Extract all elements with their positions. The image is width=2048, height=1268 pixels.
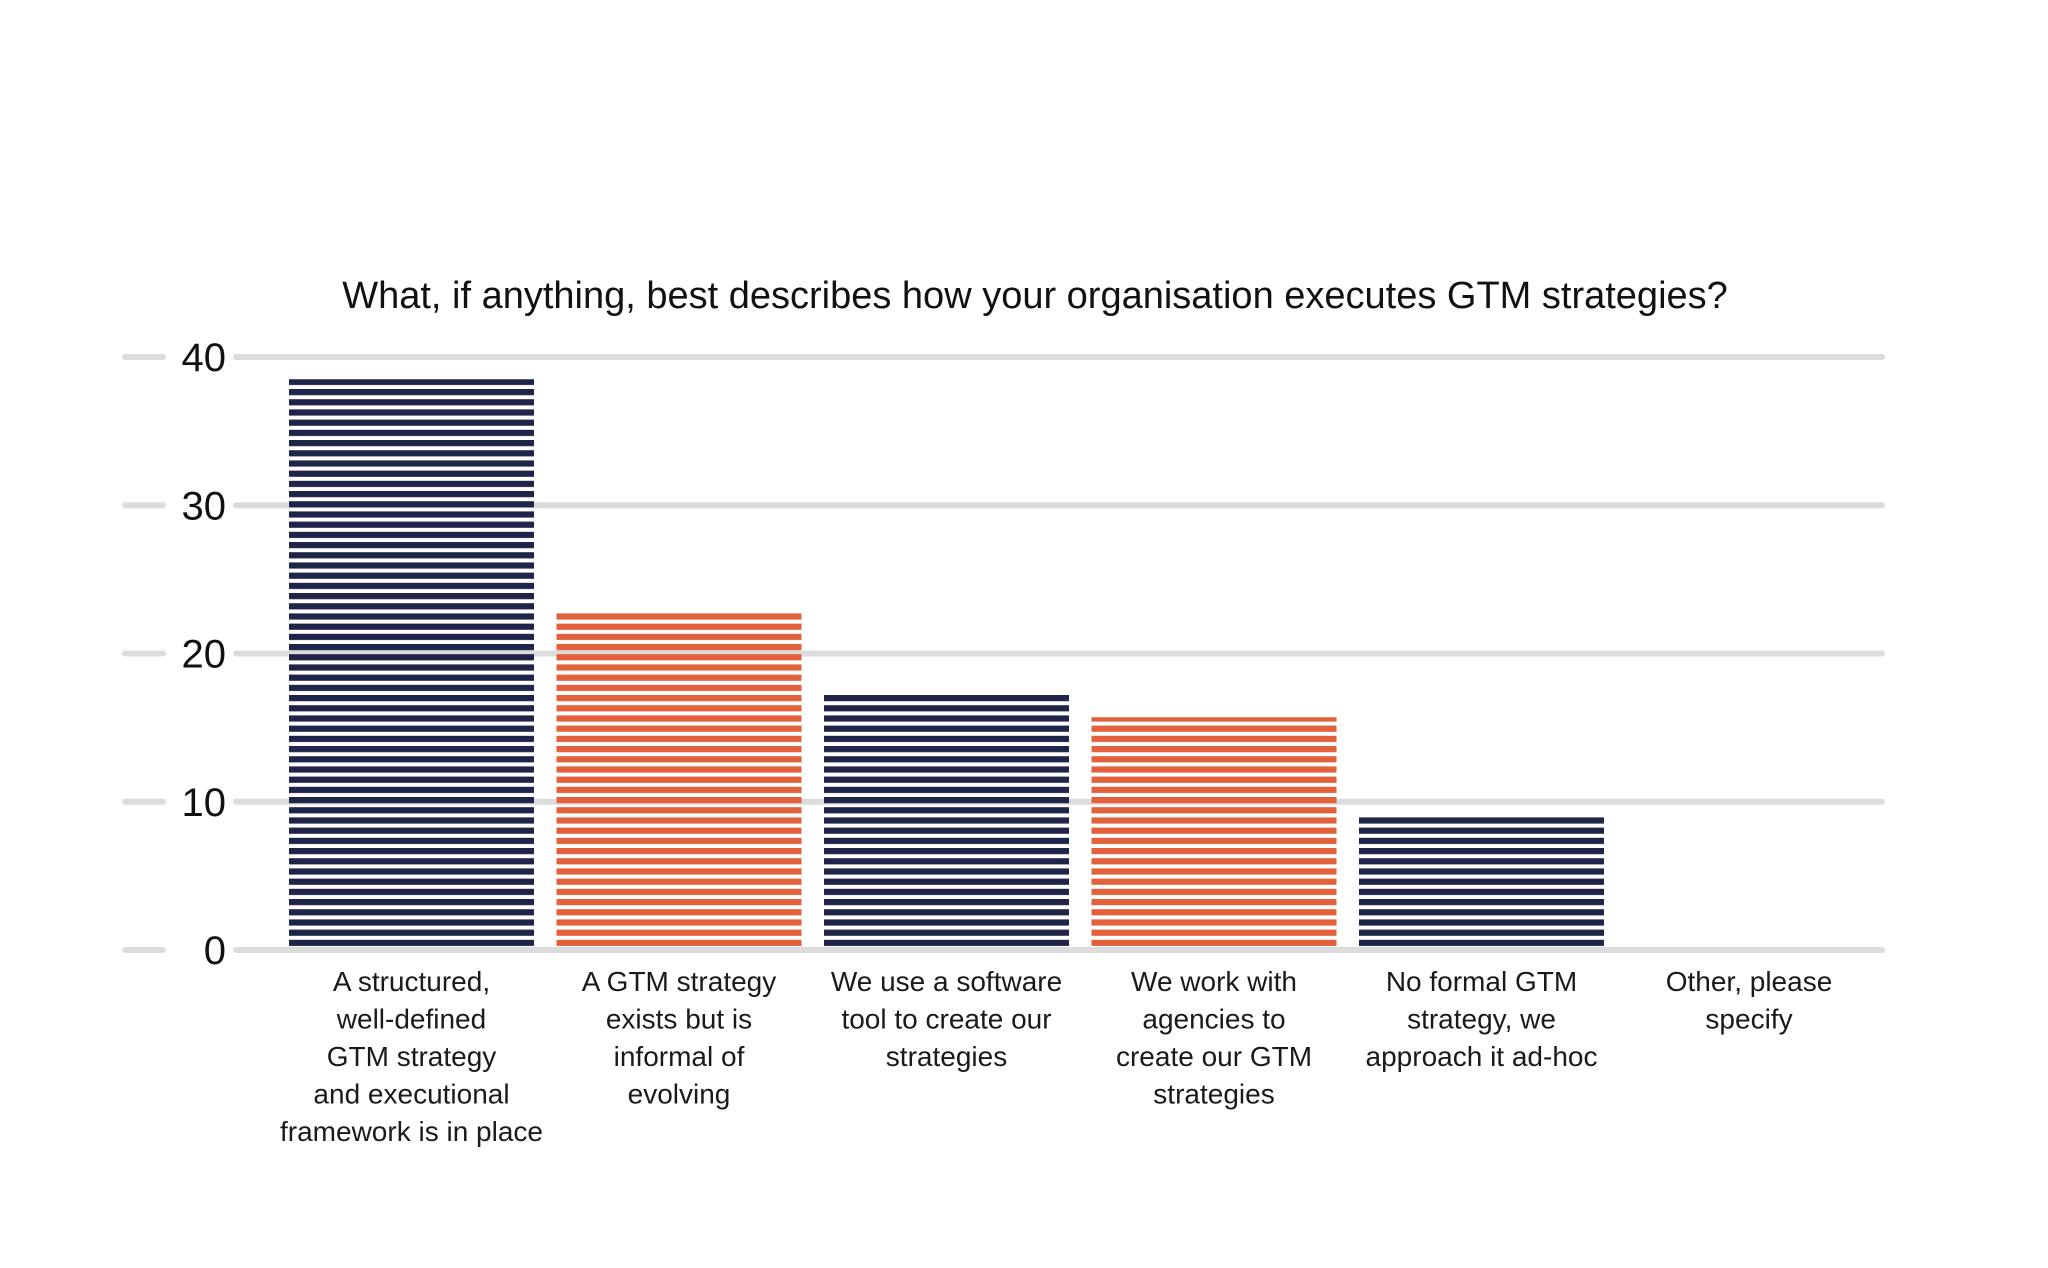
x-category-label-line: strategy, we [1407,1004,1556,1035]
x-category-label-line: strategies [1153,1079,1274,1110]
x-category-label-line: A structured, [333,966,490,997]
bar-5 [1359,813,1604,946]
x-category-label-line: framework is in place [280,1116,543,1147]
x-category-label-2: A GTM strategy exists but is informal of ev… [582,966,777,1110]
x-category-label-line: well-defined [336,1004,486,1035]
x-category-label-line: specify [1705,1004,1792,1035]
x-category-label-1: A structured, well-defined GTM strategy and… [280,966,543,1147]
chart-title: What, if anything, best describes how yo… [342,275,1728,317]
category-label-layer: A structured, well-defined GTM strategy and… [280,966,1832,1147]
x-category-label-line: We work with [1131,966,1297,997]
y-tick-label-20: 20 [182,633,227,677]
x-category-label-5: No formal GTM strategy, we approach it ad-… [1366,966,1598,1072]
bar-4 [1091,717,1337,946]
bar-layer [289,379,1604,946]
x-category-label-4: We work with agencies to create our GTM str… [1116,966,1312,1110]
x-category-label-line: strategies [886,1041,1007,1072]
x-category-label-line: and executional [313,1079,509,1110]
y-tick-label-30: 30 [182,484,227,528]
x-category-label-line: create our GTM [1116,1041,1312,1072]
x-category-label-line: approach it ad-hoc [1366,1041,1598,1072]
x-category-label-line: exists but is [606,1004,752,1035]
x-category-label-line: GTM strategy [327,1041,497,1072]
bar-2 [556,611,802,946]
y-tick-label-10: 10 [182,781,227,825]
x-category-label-3: We use a software tool to create our strat… [831,966,1062,1072]
x-category-label-line: A GTM strategy [582,966,777,997]
y-tick-label-40: 40 [182,336,227,380]
y-tick-label-0: 0 [204,929,226,973]
x-category-label-line: tool to create our [841,1004,1051,1035]
bar-1 [289,379,534,946]
x-category-label-line: evolving [628,1079,731,1110]
x-category-label-6: Other, please specify [1666,966,1833,1035]
x-category-label-line: No formal GTM [1386,966,1577,997]
x-category-label-line: informal of [614,1041,745,1072]
x-category-label-line: Other, please [1666,966,1833,997]
bar-3 [824,695,1069,946]
x-category-label-line: agencies to [1142,1004,1285,1035]
x-category-label-line: We use a software [831,966,1062,997]
